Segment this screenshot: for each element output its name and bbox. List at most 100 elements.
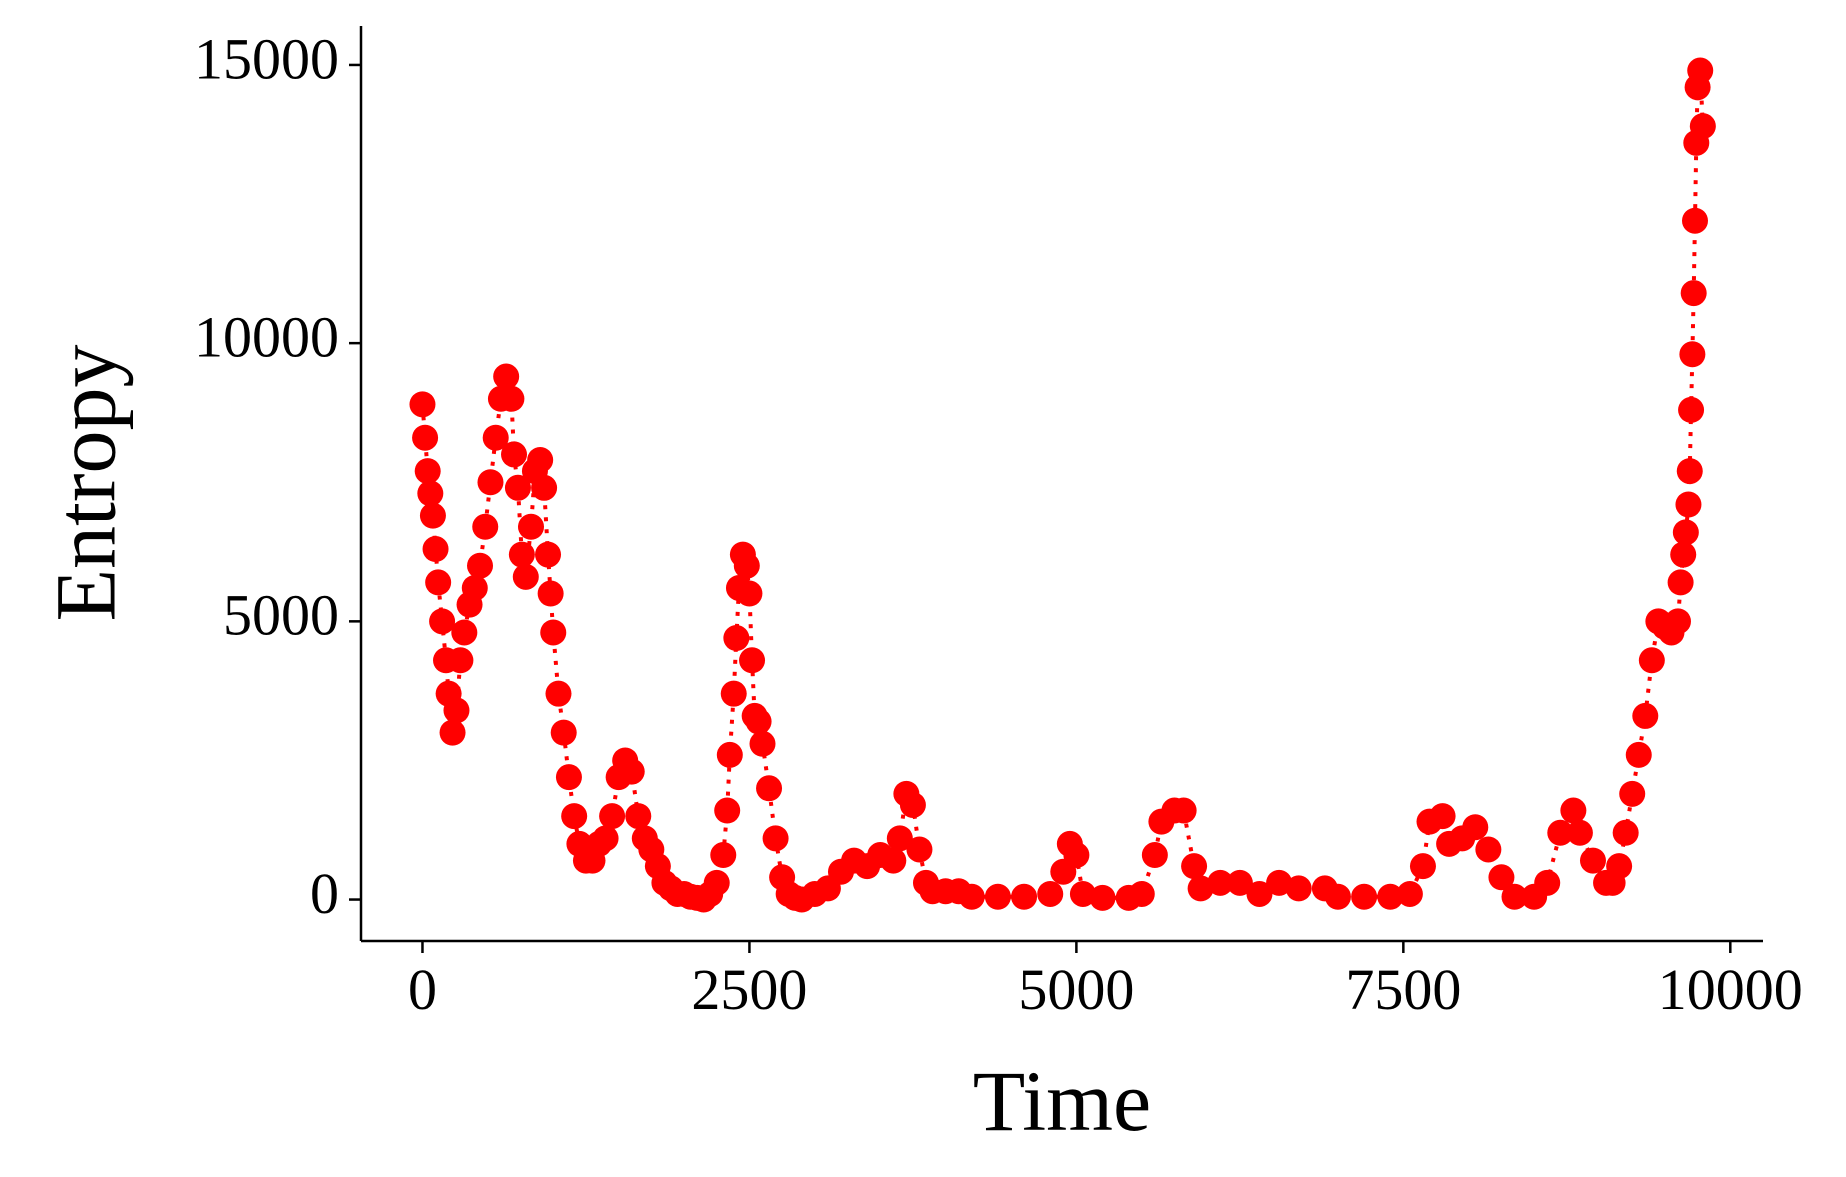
data-point [1226,869,1253,896]
data-point [1285,875,1312,902]
data-point [1676,458,1703,485]
data-point [447,647,474,674]
data-point [703,869,730,896]
data-point [733,552,760,579]
data-point [482,424,509,451]
data-point [1672,519,1699,546]
data-point [443,697,470,724]
data-point [899,791,926,818]
data-point [958,883,985,910]
data-point [1063,842,1090,869]
data-point [1679,341,1706,368]
data-point [1547,819,1574,846]
data-point [498,385,525,412]
data-point [467,552,494,579]
data-point [1187,875,1214,902]
x-tick-label: 5000 [1018,957,1134,1022]
data-point [1501,883,1528,910]
data-point [1670,541,1697,568]
data-point [714,797,741,824]
y-tick-label: 10000 [194,304,339,369]
data-point [1678,396,1705,423]
data-point [425,569,452,596]
data-point [472,513,499,540]
x-tick-label: 10000 [1658,957,1803,1022]
data-point [414,458,441,485]
data-point [493,363,520,390]
y-tick-label: 15000 [194,26,339,91]
data-point [592,825,619,852]
x-tick-label: 0 [408,957,437,1022]
data-point [762,825,789,852]
data-point [1207,869,1234,896]
data-point [1170,797,1197,824]
data-point [1141,842,1168,869]
data-point [501,441,528,468]
data-point [1566,819,1593,846]
data-point [422,536,449,563]
data-point [1246,880,1273,907]
data-point [618,758,645,785]
data-point [1324,883,1351,910]
data-point [1429,803,1456,830]
data-point [1667,569,1694,596]
data-point [1266,869,1293,896]
data-point [451,619,478,646]
data-point [710,842,737,869]
data-point [1606,853,1633,880]
data-point [886,825,913,852]
data-point [1675,491,1702,518]
data-point [1351,883,1378,910]
data-point [540,619,567,646]
data-point [439,719,466,746]
data-point [550,719,577,746]
data-point [461,574,488,601]
data-point [1625,741,1652,768]
data-point [1475,836,1502,863]
data-point [545,680,572,707]
data-point [518,513,545,540]
data-point [1377,883,1404,910]
data-point [1687,57,1714,84]
data-point [527,446,554,473]
data-point [561,803,588,830]
data-point [1664,608,1691,635]
data-point [409,391,436,418]
data-point [1488,864,1515,891]
data-point [745,708,772,735]
data-point [429,608,456,635]
data-point [555,764,582,791]
data-point [1680,280,1707,307]
data-point [419,502,446,529]
data-point [625,803,652,830]
data-point [1689,113,1716,140]
x-tick-label: 7500 [1345,957,1461,1022]
data-point [412,424,439,451]
data-point [1534,869,1561,896]
data-point [736,580,763,607]
data-point [749,730,776,757]
x-tick-label: 2500 [691,957,807,1022]
data-point [1681,207,1708,234]
data-point [1409,853,1436,880]
data-point [1396,880,1423,907]
data-point [1560,797,1587,824]
data-point [1612,819,1639,846]
data-point [1619,780,1646,807]
data-point [880,847,907,874]
data-point [1089,884,1116,911]
data-point [1462,814,1489,841]
x-axis-label: Time [973,1053,1151,1149]
y-axis-label: Entropy [38,344,134,621]
data-point [1037,880,1064,907]
data-point [716,741,743,768]
data-point [739,647,766,674]
data-point [512,563,539,590]
data-point [535,541,562,568]
data-point [756,775,783,802]
data-point [1638,647,1665,674]
data-point [720,680,747,707]
data-point [1011,883,1038,910]
y-tick-label: 0 [310,861,339,926]
